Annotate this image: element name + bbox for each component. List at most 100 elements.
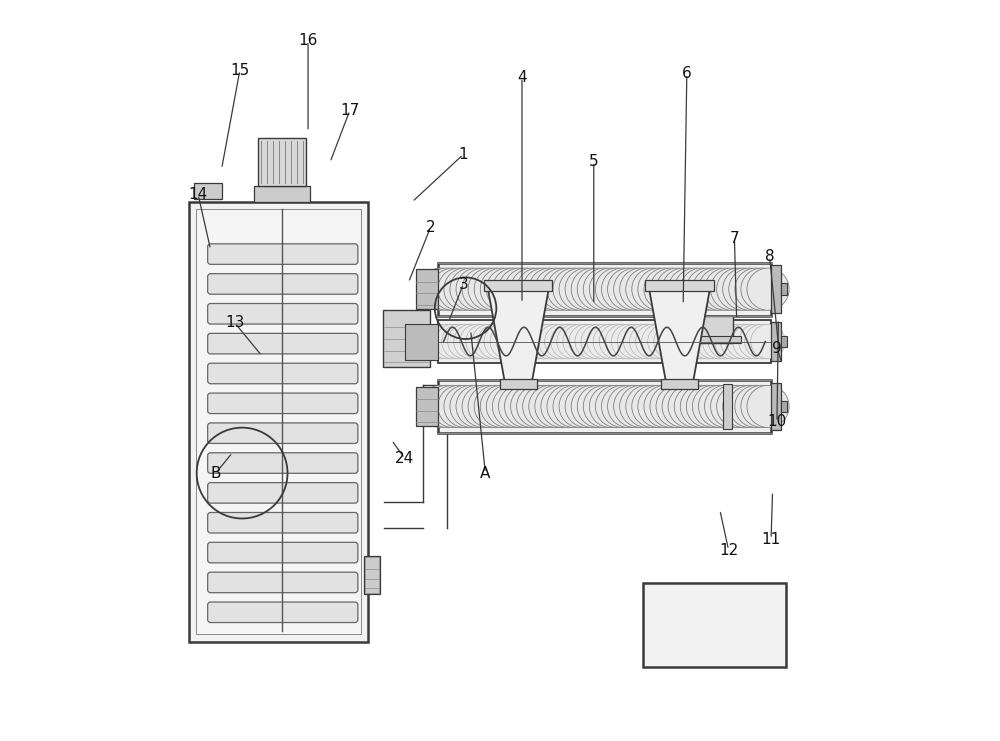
Circle shape — [448, 325, 482, 359]
FancyBboxPatch shape — [208, 244, 358, 265]
FancyBboxPatch shape — [208, 423, 358, 443]
Circle shape — [711, 385, 753, 428]
Circle shape — [581, 325, 616, 359]
Circle shape — [662, 385, 704, 428]
Circle shape — [514, 325, 549, 359]
Circle shape — [711, 268, 753, 310]
Circle shape — [553, 268, 595, 310]
Text: 7: 7 — [730, 231, 739, 246]
Circle shape — [565, 268, 607, 310]
Circle shape — [583, 268, 626, 310]
Circle shape — [511, 268, 553, 310]
Bar — [405, 324, 438, 359]
Text: 13: 13 — [225, 316, 244, 330]
Circle shape — [747, 385, 789, 428]
Circle shape — [478, 325, 513, 359]
Circle shape — [717, 385, 759, 428]
Circle shape — [741, 268, 783, 310]
Bar — [643, 583, 786, 667]
Circle shape — [539, 325, 573, 359]
Circle shape — [698, 385, 741, 428]
Bar — [194, 183, 222, 199]
FancyBboxPatch shape — [208, 602, 358, 622]
Polygon shape — [648, 285, 711, 380]
Circle shape — [595, 268, 638, 310]
Circle shape — [656, 268, 698, 310]
Circle shape — [462, 385, 504, 428]
Circle shape — [432, 268, 474, 310]
Circle shape — [511, 385, 553, 428]
FancyBboxPatch shape — [208, 393, 358, 413]
Circle shape — [686, 385, 729, 428]
Text: 4: 4 — [517, 70, 527, 85]
Circle shape — [636, 325, 670, 359]
Circle shape — [672, 325, 707, 359]
Circle shape — [614, 268, 656, 310]
Text: 11: 11 — [761, 531, 781, 547]
Circle shape — [638, 385, 680, 428]
Circle shape — [486, 268, 529, 310]
Circle shape — [630, 325, 664, 359]
Circle shape — [605, 325, 640, 359]
FancyBboxPatch shape — [208, 333, 358, 354]
Circle shape — [698, 268, 741, 310]
Text: A: A — [480, 465, 491, 481]
Circle shape — [662, 268, 704, 310]
Circle shape — [444, 268, 486, 310]
Circle shape — [547, 268, 589, 310]
Bar — [645, 280, 714, 290]
Circle shape — [526, 325, 561, 359]
Circle shape — [747, 268, 789, 310]
Circle shape — [474, 385, 516, 428]
Circle shape — [599, 325, 634, 359]
Circle shape — [423, 325, 458, 359]
Circle shape — [611, 325, 646, 359]
Circle shape — [708, 325, 743, 359]
Bar — [364, 556, 380, 594]
Circle shape — [727, 325, 761, 359]
Circle shape — [498, 385, 541, 428]
Circle shape — [505, 268, 547, 310]
Bar — [500, 379, 537, 389]
Circle shape — [729, 385, 771, 428]
Circle shape — [733, 325, 767, 359]
Circle shape — [650, 385, 692, 428]
Circle shape — [480, 268, 522, 310]
Circle shape — [692, 268, 735, 310]
Circle shape — [617, 325, 652, 359]
Circle shape — [686, 268, 729, 310]
Text: 10: 10 — [767, 414, 787, 429]
Circle shape — [660, 325, 694, 359]
Circle shape — [508, 325, 543, 359]
Circle shape — [739, 325, 773, 359]
Circle shape — [751, 325, 785, 359]
Circle shape — [505, 385, 547, 428]
Circle shape — [717, 268, 759, 310]
Circle shape — [535, 268, 577, 310]
Bar — [771, 322, 781, 361]
Circle shape — [674, 385, 716, 428]
FancyBboxPatch shape — [208, 304, 358, 324]
Circle shape — [492, 268, 535, 310]
Text: 3: 3 — [458, 276, 468, 291]
Circle shape — [668, 385, 710, 428]
Circle shape — [577, 268, 619, 310]
Circle shape — [529, 268, 571, 310]
Text: 16: 16 — [298, 33, 318, 48]
Circle shape — [601, 268, 644, 310]
Circle shape — [680, 268, 722, 310]
Circle shape — [648, 325, 682, 359]
Circle shape — [623, 325, 658, 359]
Circle shape — [484, 325, 519, 359]
Circle shape — [559, 268, 601, 310]
Bar — [771, 265, 781, 313]
Circle shape — [614, 385, 656, 428]
Circle shape — [472, 325, 507, 359]
Bar — [416, 387, 438, 426]
Circle shape — [490, 325, 525, 359]
Circle shape — [595, 385, 638, 428]
Circle shape — [714, 325, 749, 359]
Circle shape — [486, 385, 529, 428]
Bar — [189, 202, 368, 642]
Circle shape — [741, 385, 783, 428]
